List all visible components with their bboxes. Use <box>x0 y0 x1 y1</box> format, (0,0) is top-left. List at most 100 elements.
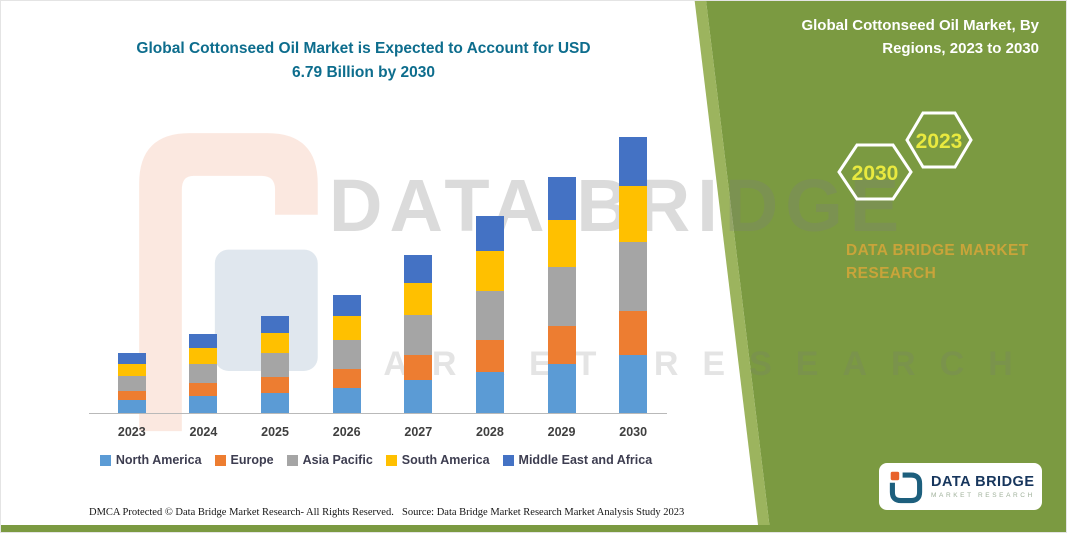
segment-europe <box>619 310 648 355</box>
watermark-databridge-text: DATA BRIDGE <box>329 164 907 247</box>
legend-item-north-america: North America <box>99 453 202 467</box>
legend-swatch-icon <box>502 454 514 466</box>
hexagon-2030-label: 2030 <box>852 162 899 185</box>
x-label-2023: 2023 <box>117 425 146 439</box>
segment-asia-pacific <box>261 352 290 378</box>
legend-item-middle-east-and-africa: Middle East and Africa <box>502 453 653 467</box>
panel-heading: Global Cottonseed Oil Market, By Regions… <box>801 17 1039 58</box>
bar-2029 <box>526 121 598 413</box>
segment-middle-east-and-africa <box>619 137 648 187</box>
segment-middle-east-and-africa <box>189 333 218 348</box>
segment-middle-east-and-africa <box>547 177 576 220</box>
x-label-2025: 2025 <box>261 425 289 439</box>
legend-label: Asia Pacific <box>302 453 373 467</box>
segment-north-america <box>404 379 433 413</box>
segment-europe <box>404 354 433 380</box>
segment-south-america <box>261 333 290 353</box>
dmca-notice: DMCA Protected © Data Bridge Market Rese… <box>89 507 394 518</box>
segment-asia-pacific <box>332 339 361 370</box>
legend-item-europe: Europe <box>214 453 274 467</box>
segment-south-america <box>332 316 361 340</box>
segment-south-america <box>475 251 504 291</box>
legend-item-asia-pacific: Asia Pacific <box>286 453 373 467</box>
segment-asia-pacific <box>547 266 576 326</box>
segment-europe <box>117 390 146 401</box>
segment-europe <box>261 377 290 393</box>
segment-north-america <box>332 388 361 413</box>
hexagon-2023: 2023 <box>905 111 973 169</box>
bar-stack-2024 <box>189 333 218 413</box>
segment-europe <box>189 383 218 397</box>
segment-asia-pacific <box>475 290 504 340</box>
segment-europe <box>332 369 361 389</box>
hexagon-2030-outline-icon <box>837 143 913 201</box>
logo-card: DATA BRIDGE MARKET RESEARCH <box>879 463 1042 510</box>
segment-asia-pacific <box>619 241 648 311</box>
segment-europe <box>475 339 504 372</box>
segment-south-america <box>619 186 648 242</box>
x-axis-labels: 2023 2024 2025 2026 2027 2028 2029 2030 <box>96 425 669 439</box>
segment-south-america <box>547 219 576 267</box>
page-title-line2: 6.79 Billion by 2030 <box>291 64 435 82</box>
bar-stack-2030 <box>619 137 648 413</box>
bar-chart <box>96 121 669 413</box>
legend-label: South America <box>401 453 490 467</box>
legend-label: North America <box>115 453 202 467</box>
bar-2025 <box>239 121 311 413</box>
hexagon-2023-outline-icon <box>905 111 973 169</box>
legend-label: Europe <box>230 453 274 467</box>
chart-legend: North America Europe Asia Pacific South Ame… <box>71 453 681 467</box>
bar-stack-2027 <box>404 255 433 413</box>
databridge-logo-watermark-icon <box>139 133 318 432</box>
watermark-research-text: MARKET RESEARCH <box>331 345 1037 383</box>
bar-2028 <box>454 121 526 413</box>
segment-asia-pacific <box>117 375 146 391</box>
bar-stack-2026 <box>332 294 361 413</box>
segment-middle-east-and-africa <box>404 255 433 284</box>
segment-asia-pacific <box>189 363 218 384</box>
legend-swatch-icon <box>214 454 226 466</box>
source-note: Source: Data Bridge Market Research Mark… <box>402 507 685 518</box>
segment-north-america <box>619 354 648 413</box>
x-label-2029: 2029 <box>547 425 576 439</box>
hexagon-2030: 2030 <box>837 143 913 201</box>
logo-card-brand: DATA BRIDGE <box>931 474 1035 490</box>
bar-2024 <box>168 121 240 413</box>
page-title-line1: Global Cottonseed Oil Market is Expected… <box>136 40 591 57</box>
segment-south-america <box>189 347 218 364</box>
legend-swatch-icon <box>385 454 397 466</box>
x-label-2030: 2030 <box>619 425 648 439</box>
segment-north-america <box>547 363 576 413</box>
bar-2027 <box>383 121 455 413</box>
segment-south-america <box>404 283 433 316</box>
bar-stack-2023 <box>117 352 146 413</box>
legend-label: Middle East and Africa <box>518 453 653 467</box>
segment-north-america <box>189 396 218 413</box>
logo-card-subtitle: MARKET RESEARCH <box>931 492 1035 499</box>
legend-item-south-america: South America <box>385 453 490 467</box>
segment-middle-east-and-africa <box>117 352 146 364</box>
segment-middle-east-and-africa <box>261 315 290 334</box>
right-panel <box>706 1 1066 532</box>
x-label-2024: 2024 <box>189 425 218 439</box>
hexagon-2023-label: 2023 <box>916 130 963 153</box>
segment-middle-east-and-africa <box>475 216 504 252</box>
x-label-2028: 2028 <box>476 425 504 439</box>
bar-2026 <box>311 121 383 413</box>
legend-swatch-icon <box>286 454 298 466</box>
databridge-logo-icon <box>889 471 923 503</box>
bar-2030 <box>597 121 669 413</box>
bar-stack-2025 <box>261 315 290 413</box>
segment-north-america <box>261 392 290 413</box>
segment-north-america <box>117 400 146 413</box>
logo-card-text: DATA BRIDGE MARKET RESEARCH <box>931 474 1035 499</box>
x-label-2026: 2026 <box>332 425 361 439</box>
segment-europe <box>547 325 576 364</box>
bottom-green-strip <box>1 525 779 532</box>
x-axis-line <box>89 413 667 414</box>
bar-2023 <box>96 121 168 413</box>
watermark-logo <box>109 106 344 436</box>
panel-brand-text: DATA BRIDGE MARKET RESEARCH <box>846 242 1029 283</box>
x-label-2027: 2027 <box>404 425 433 439</box>
